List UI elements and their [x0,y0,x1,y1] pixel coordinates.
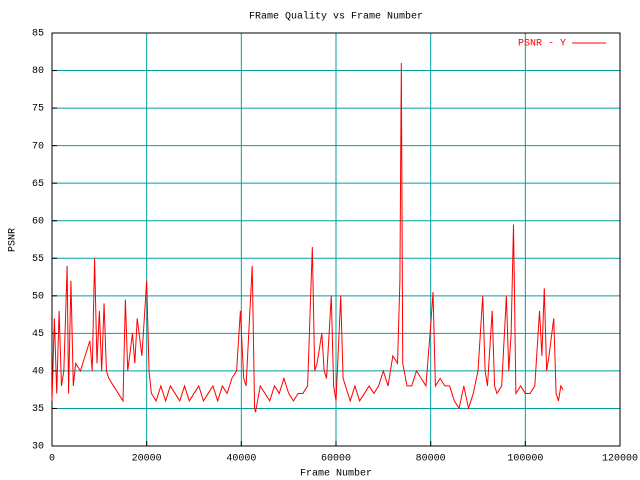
y-tick-label: 80 [32,66,44,77]
x-tick-label: 40000 [226,454,256,465]
y-tick-label: 55 [32,254,44,265]
y-tick-label: 65 [32,179,44,190]
y-tick-label: 50 [32,291,44,302]
data-line [51,63,564,413]
y-tick-label: 30 [32,442,44,453]
y-axis-label: PSNR [8,228,19,252]
x-tick-label: 80000 [416,454,446,465]
x-tick-label: 60000 [321,454,351,465]
x-tick-label: 0 [49,454,55,465]
y-tick-label: 45 [32,329,44,340]
y-tick-label: 35 [32,404,44,415]
legend-label: PSNR - Y [518,39,566,50]
y-tick-label: 70 [32,141,44,152]
chart-title: FRame Quality vs Frame Number [249,11,423,23]
x-tick-label: 20000 [132,454,162,465]
y-tick-label: 75 [32,104,44,115]
x-axis-label: Frame Number [300,468,372,480]
y-tick-label: 85 [32,29,44,40]
x-tick-label: 100000 [507,454,543,465]
y-tick-label: 60 [32,216,44,227]
plot-frame [51,32,621,447]
y-tick-label: 40 [32,367,44,378]
x-tick-label: 120000 [602,454,638,465]
